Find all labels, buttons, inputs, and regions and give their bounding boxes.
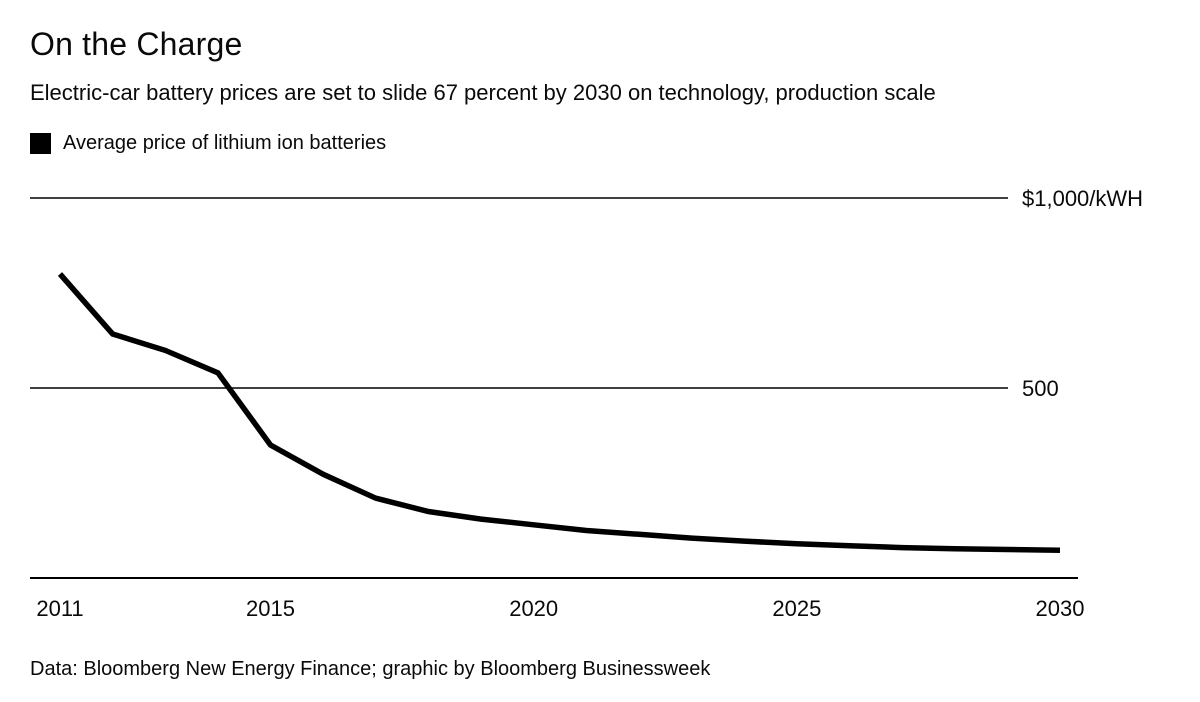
legend-label: Average price of lithium ion batteries [63,132,387,154]
source-credit: Data: Bloomberg New Energy Finance; grap… [30,658,711,680]
x-tick-label: 2011 [36,596,83,621]
x-tick-label: 2030 [1036,596,1085,621]
x-tick-label: 2020 [509,596,558,621]
legend-swatch-icon [30,133,51,154]
chart-title: On the Charge [30,26,243,62]
chart-subtitle: Electric-car battery prices are set to s… [30,80,936,105]
x-tick-label: 2015 [246,596,295,621]
price-line [57,272,1061,554]
y-axis-label: $1,000/kWH [1022,186,1143,211]
legend: Average price of lithium ion batteries [30,132,386,155]
x-tick-label: 2025 [772,596,821,621]
y-axis-label: 500 [1022,376,1059,401]
